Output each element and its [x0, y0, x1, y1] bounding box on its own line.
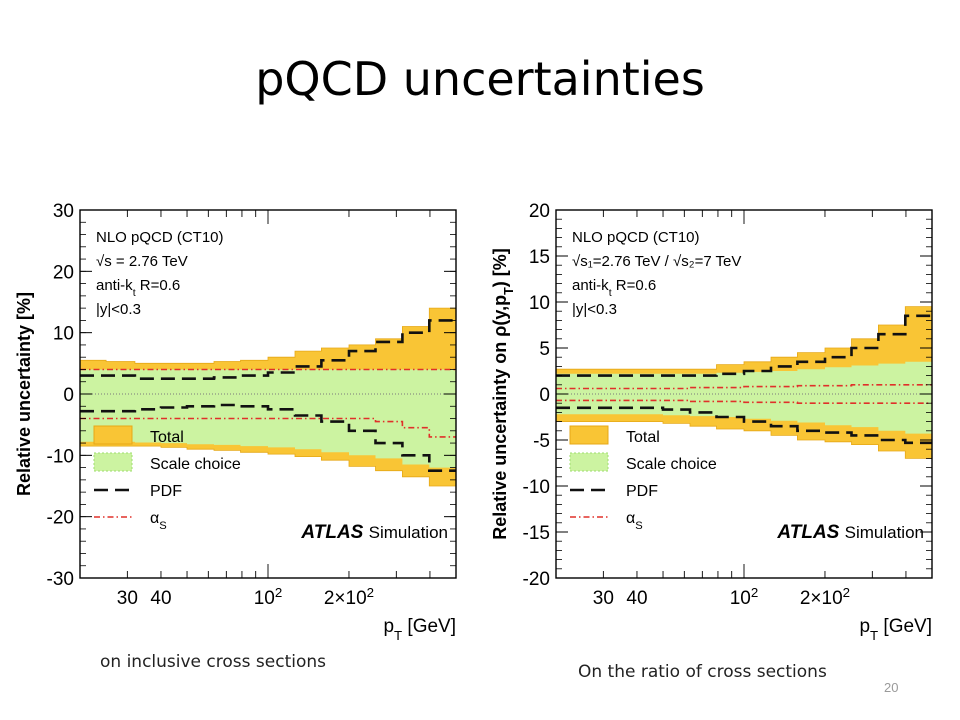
caption-inclusive: on inclusive cross sections — [100, 652, 326, 672]
alphas-lower-line — [556, 399, 932, 404]
legend-scale-swatch — [569, 452, 609, 472]
legend-total-swatch — [569, 425, 609, 445]
caption-ratio: On the ratio of cross sections — [578, 662, 827, 682]
slide-title: pQCD uncertainties — [255, 52, 705, 106]
plot-area — [556, 306, 932, 459]
y-tick-label: -30 — [47, 569, 74, 590]
y-tick-label: -15 — [523, 523, 550, 544]
y-tick-label: -5 — [533, 431, 550, 452]
y-tick-label: 20 — [529, 201, 550, 222]
info-text-line: |y|<0.3 — [572, 301, 617, 318]
y-tick-label: -10 — [47, 446, 74, 467]
pdf-lower-line — [80, 403, 456, 472]
info-text-line: anti-kt R=0.6 — [572, 277, 656, 299]
info-text-line: anti-kt R=0.6 — [96, 277, 180, 299]
y-tick-label: -20 — [47, 508, 74, 529]
x-tick-label: 30 — [117, 588, 138, 609]
legend-scale-swatch — [93, 452, 133, 472]
x-tick-label: 2×102 — [324, 585, 374, 610]
x-tick-label: 40 — [626, 588, 647, 609]
y-tick-label: 10 — [529, 293, 550, 314]
y-axis-title: Relative uncertainty [%] — [14, 292, 34, 496]
info-text-line: NLO pQCD (CT10) — [572, 229, 700, 246]
info-text-line: |y|<0.3 — [96, 301, 141, 318]
x-tick-label: 2×102 — [800, 585, 850, 610]
info-text-line: √s₁=2.76 TeV / √s₂=7 TeV — [572, 253, 741, 270]
y-tick-label: 15 — [529, 247, 550, 268]
info-text-line: √s = 2.76 TeV — [96, 253, 188, 270]
pdf-upper-line — [80, 319, 456, 380]
legend-label: PDF — [626, 483, 658, 500]
y-tick-label: -10 — [523, 477, 550, 498]
x-tick-label: 102 — [730, 585, 759, 610]
scale-choice-band — [556, 361, 932, 434]
x-tick-label: 102 — [254, 585, 283, 610]
plot-area — [80, 307, 456, 487]
y-tick-label: -20 — [523, 569, 550, 590]
inclusive-uncertainty-chart: 30 20 10 0 -10 -20 -30 30 40 102 2×102 Relative unc… — [14, 201, 457, 643]
legend-label: Total — [626, 429, 660, 446]
y-tick-label: 20 — [53, 262, 74, 283]
y-tick-label: 10 — [53, 324, 74, 345]
x-tick-label: 40 — [150, 588, 171, 609]
y-tick-label: 30 — [53, 201, 74, 222]
legend-label: αS — [150, 510, 167, 532]
atlas-watermark: ATLAS Simulation — [776, 522, 924, 543]
legend-label: Scale choice — [150, 456, 241, 473]
x-axis-title: pT [GeV] — [859, 616, 932, 643]
legend-total-swatch — [93, 425, 133, 445]
y-tick-label: 0 — [539, 385, 550, 406]
alphas-lower-line — [80, 417, 456, 438]
y-axis-title-group: Relative uncertainty [%] — [14, 292, 34, 496]
x-tick-label: 30 — [593, 588, 614, 609]
y-tick-label: 5 — [539, 339, 550, 360]
legend-label: αS — [626, 510, 643, 532]
x-axis-title: pT [GeV] — [383, 616, 456, 643]
y-tick-label: 0 — [63, 385, 74, 406]
y-axis-title-group: Relative uncertainty on ρ(y,pT) [%] — [490, 248, 516, 540]
y-axis-title: Relative uncertainty on ρ(y,pT) [%] — [490, 248, 516, 540]
info-text-line: NLO pQCD (CT10) — [96, 229, 224, 246]
legend-label: PDF — [150, 483, 182, 500]
legend-label: Scale choice — [626, 456, 717, 473]
page-number: 20 — [884, 680, 899, 695]
atlas-watermark: ATLAS Simulation — [300, 522, 448, 543]
alphas-upper-line — [556, 384, 932, 390]
ratio-uncertainty-chart: 20 15 10 5 0 -5 -10 -15 -20 30 40 102 2×102 Relative … — [490, 201, 933, 643]
legend-label: Total — [150, 429, 184, 446]
